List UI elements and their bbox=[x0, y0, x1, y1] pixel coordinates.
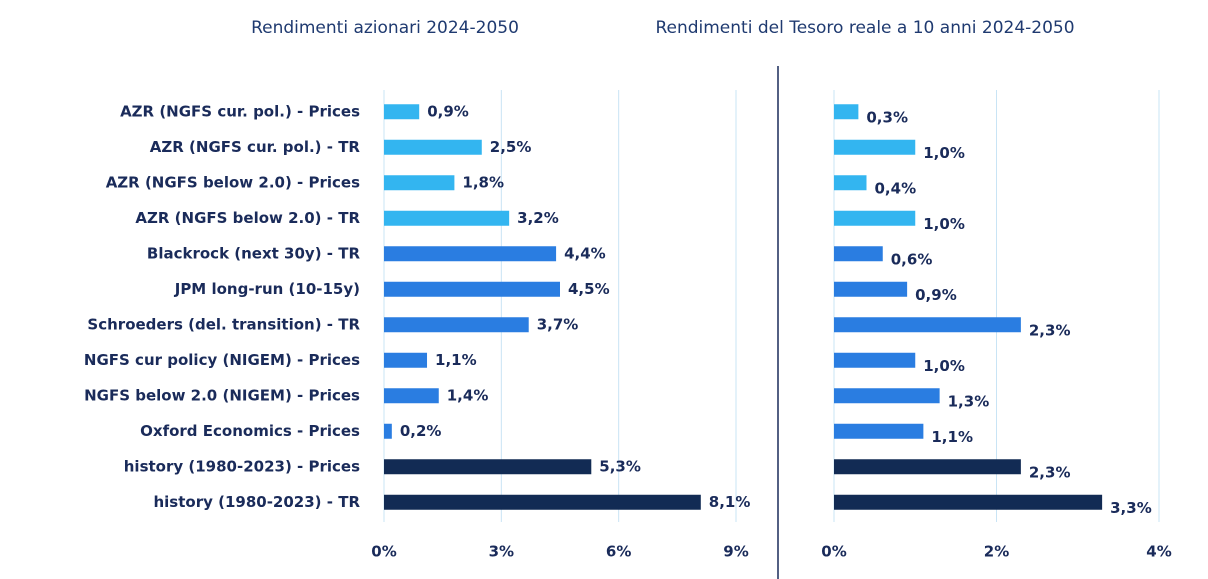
value-label: 8,1% bbox=[709, 493, 751, 511]
category-label: JPM long-run (10-15y) bbox=[174, 280, 360, 298]
x-tick-label: 2% bbox=[984, 543, 1009, 561]
bar bbox=[384, 317, 529, 333]
bar bbox=[834, 388, 940, 404]
value-label: 5,3% bbox=[599, 457, 641, 475]
bar bbox=[384, 281, 560, 297]
x-tick-label: 4% bbox=[1146, 543, 1171, 561]
value-label: 1,1% bbox=[435, 351, 477, 369]
category-label: AZR (NGFS below 2.0) - Prices bbox=[106, 173, 360, 191]
bar bbox=[834, 246, 883, 262]
category-label: NGFS below 2.0 (NIGEM) - Prices bbox=[84, 386, 360, 404]
value-label: 2,3% bbox=[1029, 321, 1071, 339]
chart-title: Rendimenti del Tesoro reale a 10 anni 20… bbox=[655, 18, 1074, 38]
value-label: 2,3% bbox=[1029, 463, 1071, 481]
bar bbox=[384, 459, 592, 475]
value-label: 1,8% bbox=[462, 173, 504, 191]
x-tick-label: 0% bbox=[821, 543, 846, 561]
value-label: 0,2% bbox=[400, 422, 442, 440]
x-tick-label: 9% bbox=[723, 543, 748, 561]
bar bbox=[834, 175, 867, 191]
category-label: AZR (NGFS cur. pol.) - TR bbox=[150, 138, 361, 156]
x-tick-label: 0% bbox=[371, 543, 396, 561]
bar bbox=[384, 210, 510, 226]
category-label: history (1980-2023) - Prices bbox=[124, 457, 360, 475]
value-label: 4,5% bbox=[568, 280, 610, 298]
value-label: 1,0% bbox=[923, 215, 965, 233]
bar bbox=[834, 459, 1021, 475]
bar bbox=[384, 246, 557, 262]
value-label: 4,4% bbox=[564, 244, 606, 262]
value-label: 1,0% bbox=[923, 357, 965, 375]
value-label: 3,3% bbox=[1110, 499, 1152, 517]
value-label: 0,3% bbox=[866, 108, 908, 126]
value-label: 1,4% bbox=[447, 386, 489, 404]
bar bbox=[834, 210, 916, 226]
bar bbox=[834, 494, 1103, 510]
bar bbox=[384, 139, 482, 155]
x-tick-label: 6% bbox=[606, 543, 631, 561]
bar bbox=[384, 104, 420, 120]
category-label: Schroeders (del. transition) - TR bbox=[87, 315, 360, 333]
value-label: 1,3% bbox=[948, 392, 990, 410]
category-label: NGFS cur policy (NIGEM) - Prices bbox=[84, 351, 360, 369]
value-label: 3,2% bbox=[517, 209, 559, 227]
value-label: 2,5% bbox=[490, 138, 532, 156]
chart-title: Rendimenti azionari 2024-2050 bbox=[251, 18, 519, 38]
bar bbox=[384, 494, 701, 510]
value-label: 0,9% bbox=[427, 102, 469, 120]
value-label: 0,9% bbox=[915, 286, 957, 304]
bar bbox=[384, 175, 455, 191]
bar bbox=[384, 388, 439, 404]
x-tick-label: 3% bbox=[489, 543, 514, 561]
value-label: 0,4% bbox=[875, 179, 917, 197]
category-label: AZR (NGFS below 2.0) - TR bbox=[135, 209, 360, 227]
value-label: 1,1% bbox=[931, 428, 973, 446]
category-label: history (1980-2023) - TR bbox=[153, 493, 360, 511]
bar bbox=[834, 423, 924, 439]
bar bbox=[384, 423, 392, 439]
bar bbox=[834, 317, 1021, 333]
category-label: Oxford Economics - Prices bbox=[140, 422, 360, 440]
bar bbox=[834, 139, 916, 155]
category-label: AZR (NGFS cur. pol.) - Prices bbox=[120, 102, 360, 120]
bar bbox=[834, 352, 916, 368]
bar bbox=[384, 352, 428, 368]
bar bbox=[834, 281, 908, 297]
category-label: Blackrock (next 30y) - TR bbox=[147, 244, 361, 262]
value-label: 0,6% bbox=[891, 250, 933, 268]
value-label: 1,0% bbox=[923, 144, 965, 162]
value-label: 3,7% bbox=[537, 315, 579, 333]
bar bbox=[834, 104, 859, 120]
